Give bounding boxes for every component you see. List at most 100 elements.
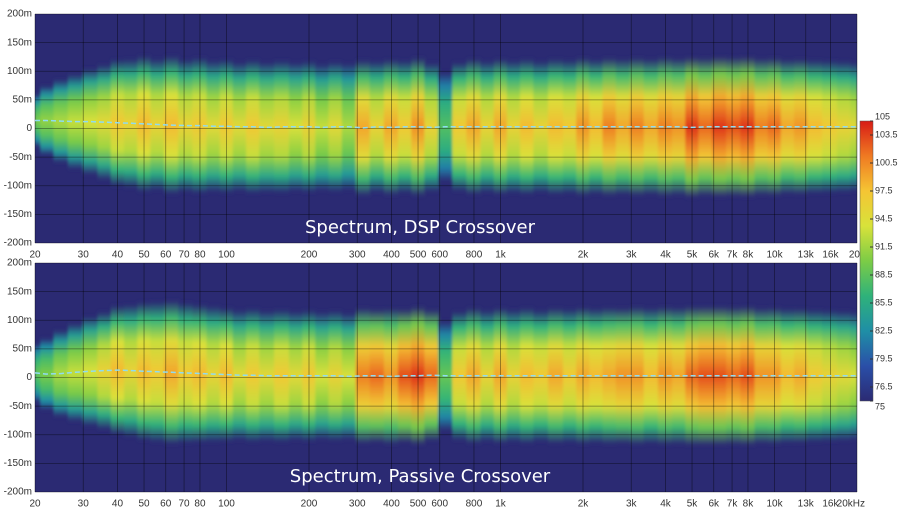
y-tick-label: 100m <box>7 315 32 326</box>
x-tick-label: 10k <box>766 250 783 261</box>
spectrum-column <box>506 60 522 193</box>
spectrum-column <box>602 307 617 444</box>
x-tick-label: 1k <box>495 499 507 509</box>
x-tick-label: 200 <box>301 250 318 261</box>
center-line <box>35 119 857 129</box>
x-tick-label: 40 <box>112 499 124 509</box>
spectrum-column <box>288 311 304 440</box>
center-line <box>34 369 857 378</box>
x-tick-label: 400 <box>383 499 400 509</box>
colorbar-label: 75 <box>875 401 885 411</box>
x-tick-label: 60 <box>160 499 172 509</box>
y-tick-label: 50m <box>13 95 32 106</box>
x-tick-label: 2k <box>578 250 590 261</box>
x-tick-label: 5k <box>687 499 699 509</box>
heatmap <box>35 300 857 446</box>
x-tick-label: 800 <box>466 250 483 261</box>
spectrogram-0 <box>35 14 857 243</box>
spectrum-column <box>274 60 290 193</box>
y-tick-label: -100m <box>4 429 32 440</box>
x-tick-label: 6k <box>708 250 720 261</box>
spectrum-column <box>192 304 208 443</box>
y-tick-label: 200m <box>7 9 32 20</box>
y-tick-label: -200m <box>4 238 32 249</box>
x-tick-label: 4k <box>660 499 672 509</box>
x-tick-label: 40 <box>112 250 124 261</box>
x-tick-label: 7k <box>727 250 739 261</box>
spectrum-column <box>411 307 426 445</box>
x-tick-label: 70 <box>179 499 191 509</box>
x-tick-label: 30 <box>78 499 90 509</box>
y-tick-label: -100m <box>4 180 32 191</box>
y-tick-label: 200m <box>7 258 32 269</box>
colorbar-label: 97.5 <box>875 185 893 195</box>
x-tick-label: 80 <box>194 250 206 261</box>
y-tick-label: 150m <box>7 37 32 48</box>
spectrum-column <box>466 308 482 444</box>
y-tick-label: -150m <box>4 458 32 469</box>
colorbar-label: 82.5 <box>875 325 893 335</box>
y-tick-label: 0 <box>26 372 32 383</box>
spectrum-column <box>657 307 673 445</box>
x-tick-label: 3k <box>626 250 638 261</box>
x-tick-label: 20 <box>29 499 41 509</box>
x-tick-label: 20k <box>849 250 866 261</box>
annotation: Spectrum, DSP Crossover <box>305 217 536 238</box>
spectrum-column <box>137 302 152 440</box>
spectrum-column <box>97 312 112 430</box>
x-tick-label: 16k <box>822 499 839 509</box>
x-tick-label: 20 <box>29 250 41 261</box>
x-tick-label: 400 <box>383 250 400 261</box>
x-tick-label: 16k <box>822 250 839 261</box>
spectrum-column <box>602 58 617 196</box>
spectrum-column <box>315 312 330 440</box>
colorbar-label: 100.5 <box>875 157 898 167</box>
colorbar-label: 103.5 <box>875 129 898 139</box>
x-tick-label: 100 <box>218 250 235 261</box>
x-tick-label: 800 <box>466 499 483 509</box>
colorbar-label: 85.5 <box>875 297 893 307</box>
x-tick-label: 50 <box>138 250 150 261</box>
spectrum-column <box>754 58 769 195</box>
y-tick-label: -50m <box>9 152 32 163</box>
spectrum-column <box>315 64 330 191</box>
colorbar-label: 88.5 <box>875 269 893 279</box>
x-tick-label: 100 <box>218 499 235 509</box>
spectrum-column <box>794 308 809 443</box>
y-tick-label: -150m <box>4 209 32 220</box>
x-tick-label: 4k <box>660 250 672 261</box>
spectrum-column <box>97 64 112 180</box>
x-tick-label: 300 <box>349 499 366 509</box>
spectrum-column <box>178 59 194 192</box>
x-tick-label: 10k <box>766 499 783 509</box>
spectrum-column <box>754 308 769 444</box>
x-tick-label: 500 <box>410 499 427 509</box>
x-tick-label: 8k <box>743 250 755 261</box>
colorbar-label: 79.5 <box>875 353 893 363</box>
spectrum-column <box>369 61 385 193</box>
spectrum-column <box>562 309 578 443</box>
x-tick-label: 1k <box>495 250 507 261</box>
spectrum-column <box>698 306 714 446</box>
x-tick-label: 80 <box>194 499 206 509</box>
x-tick-label: 6k <box>708 499 720 509</box>
x-tick-label: 60 <box>160 250 172 261</box>
spectrum-column <box>424 309 440 441</box>
spectrum-column <box>562 60 578 194</box>
spectrum-column <box>288 62 304 191</box>
colorbar <box>859 120 874 402</box>
y-tick-label: -50m <box>9 401 32 412</box>
spectrum-column <box>232 310 248 440</box>
spectrum-column <box>178 303 194 443</box>
x-tick-label: 2k <box>578 499 590 509</box>
spectrum-column <box>82 316 99 426</box>
x-tick-label: 30 <box>78 250 90 261</box>
x-tick-label: 600 <box>431 250 448 261</box>
spectrum-column <box>232 62 248 191</box>
x-tick-label: 13k <box>798 499 815 509</box>
y-tick-label: 100m <box>7 66 32 77</box>
colorbar-label: 76.5 <box>875 381 893 391</box>
spectrum-column <box>411 58 426 196</box>
x-tick-label: 3k <box>626 499 638 509</box>
x-tick-label: 20kHz <box>837 499 865 509</box>
